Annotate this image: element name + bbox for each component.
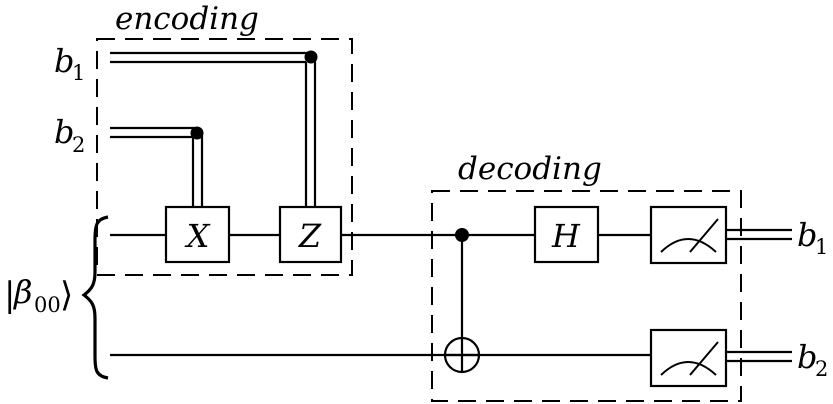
- control-dot-b1: [304, 50, 318, 64]
- svg-text:⟩: ⟩: [60, 275, 73, 315]
- encoding-label: encoding: [115, 1, 259, 37]
- classical-wire-b2: [110, 126, 204, 207]
- svg-text:β: β: [13, 273, 33, 311]
- bell-state-label: | β 00 ⟩: [4, 273, 73, 317]
- cnot-gate: [443, 228, 481, 374]
- output-label-b2: b 2: [797, 338, 828, 381]
- z-gate: Z: [278, 205, 343, 264]
- svg-text:2: 2: [815, 357, 828, 381]
- svg-text:b: b: [797, 338, 817, 376]
- svg-text:1: 1: [72, 61, 85, 85]
- decoding-label: decoding: [458, 151, 602, 187]
- output-wire-2: [726, 350, 792, 363]
- measurement-meter-2: [649, 328, 728, 388]
- control-dot-b2: [190, 126, 204, 140]
- svg-text:00: 00: [34, 293, 61, 317]
- h-gate: H: [533, 205, 600, 264]
- bell-state-brace: [81, 215, 109, 380]
- x-gate: X: [164, 205, 231, 264]
- measurement-meter-1: [649, 205, 728, 265]
- svg-text:b: b: [54, 113, 74, 151]
- cnot-control-dot: [455, 228, 469, 242]
- output-wire-1: [726, 228, 792, 241]
- classical-wire-b1: [110, 51, 317, 207]
- output-label-b1: b 1: [797, 216, 828, 259]
- svg-text:X: X: [184, 217, 211, 255]
- input-label-b1: b 1: [54, 42, 85, 85]
- svg-text:|: |: [4, 275, 15, 315]
- svg-text:H: H: [551, 217, 581, 255]
- svg-text:1: 1: [815, 235, 828, 259]
- input-label-b2: b 2: [54, 113, 85, 157]
- svg-text:2: 2: [72, 133, 85, 157]
- encoding-box: [96, 38, 353, 276]
- svg-text:b: b: [54, 42, 74, 80]
- decoding-box: [431, 190, 742, 402]
- svg-text:Z: Z: [298, 217, 322, 255]
- svg-text:b: b: [797, 216, 817, 254]
